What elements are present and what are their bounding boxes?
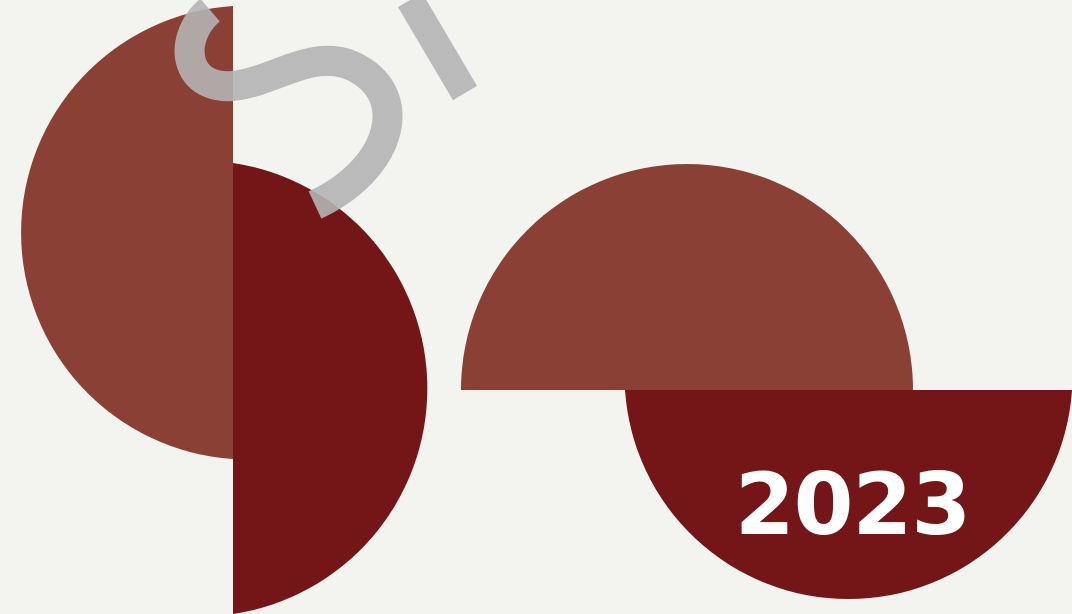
terracotta-left-half-circle [21, 6, 233, 459]
maroon-bottom-half-circle [625, 390, 1072, 600]
watermark-letter-s [174, 0, 403, 219]
year-label: 2023 [734, 455, 971, 555]
terracotta-top-half-circle [461, 164, 913, 390]
watermark-letter-stroke [397, 0, 478, 101]
maroon-right-half-circle [233, 163, 428, 614]
